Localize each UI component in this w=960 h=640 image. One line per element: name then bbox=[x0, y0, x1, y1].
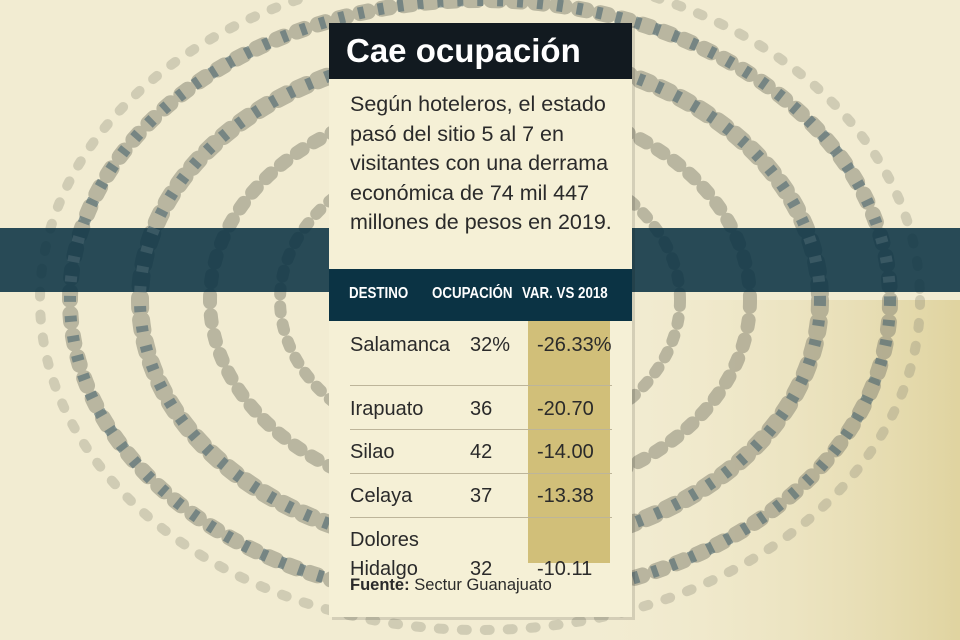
row-divider bbox=[350, 385, 612, 386]
variacion-cell: -13.38 bbox=[537, 485, 594, 507]
table-header: DESTINO OCUPACIÓN VAR. VS 2018 bbox=[329, 269, 632, 321]
column-header-variacion: VAR. VS 2018 bbox=[522, 285, 608, 302]
variacion-cell: -10.11 bbox=[537, 558, 593, 580]
infographic-card: Cae ocupación Según hoteleros, el estado… bbox=[329, 23, 632, 617]
card-title: Cae ocupación bbox=[329, 23, 632, 79]
variacion-cell: -26.33% bbox=[537, 334, 612, 356]
source-note: Fuente: Sectur Guanajuato bbox=[350, 576, 552, 595]
destino-cell: Irapuato bbox=[350, 398, 424, 420]
variation-column-highlight bbox=[528, 321, 610, 563]
row-divider bbox=[350, 517, 612, 518]
destino-line: Hidalgo bbox=[350, 558, 418, 580]
source-text: Sectur Guanajuato bbox=[414, 576, 552, 594]
source-label: Fuente: bbox=[350, 576, 410, 594]
ocupacion-cell: 32 bbox=[470, 558, 493, 580]
destino-cell: Silao bbox=[350, 441, 395, 463]
ocupacion-cell: 36 bbox=[470, 398, 493, 420]
row-divider bbox=[350, 429, 612, 430]
variacion-cell: -20.70 bbox=[537, 398, 594, 420]
ocupacion-cell: 37 bbox=[470, 485, 493, 507]
ocupacion-cell: 32% bbox=[470, 334, 511, 356]
column-header-destino: DESTINO bbox=[349, 285, 409, 302]
destino-line: Dolores bbox=[350, 529, 419, 551]
card-description: Según hoteleros, el estado pasó del siti… bbox=[350, 92, 612, 234]
column-header-ocupacion: OCUPACIÓN bbox=[432, 285, 513, 302]
variacion-cell: -14.00 bbox=[537, 441, 594, 463]
ocupacion-cell: 42 bbox=[470, 441, 493, 463]
row-divider bbox=[350, 473, 612, 474]
destino-cell: Salamanca bbox=[350, 334, 451, 356]
destino-cell: Celaya bbox=[350, 485, 413, 507]
destino-cell: Dolores Hidalgo bbox=[350, 526, 419, 584]
